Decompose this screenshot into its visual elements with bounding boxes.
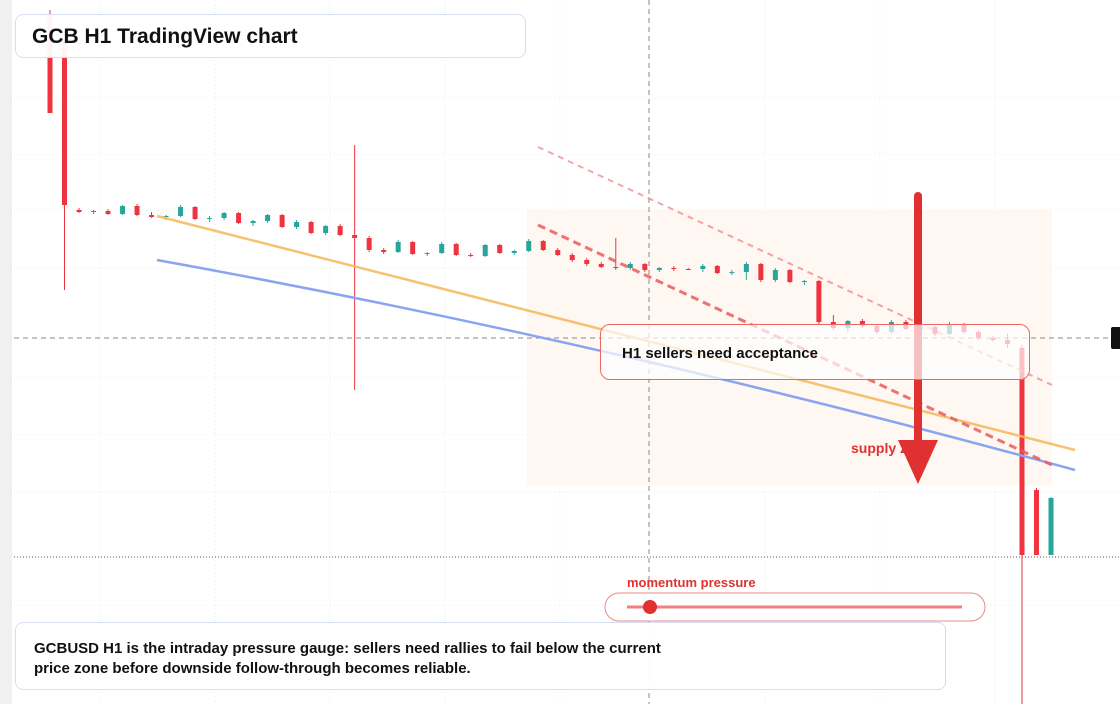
footer-note: GCBUSD H1 is the intraday pressure gauge… bbox=[15, 622, 946, 690]
candle-body bbox=[613, 267, 619, 268]
candle-body bbox=[743, 264, 749, 272]
candle-body bbox=[859, 321, 865, 326]
candle-body bbox=[76, 210, 82, 212]
left-edge bbox=[0, 0, 12, 704]
acceptance-callout: H1 sellers need acceptance bbox=[600, 324, 1030, 380]
candle-body bbox=[381, 250, 387, 252]
candle-body bbox=[685, 269, 691, 270]
gauge-label: momentum pressure bbox=[627, 575, 756, 590]
candle-body bbox=[816, 281, 822, 322]
candle-body bbox=[482, 245, 488, 256]
candle-body bbox=[265, 215, 271, 221]
candle-body bbox=[642, 264, 648, 270]
candle-body bbox=[772, 270, 778, 280]
candle-body bbox=[294, 222, 300, 227]
candle-body bbox=[468, 255, 474, 256]
candle-body bbox=[352, 235, 358, 238]
candle-body bbox=[656, 268, 662, 270]
price-badge bbox=[1111, 327, 1120, 349]
candle-body bbox=[526, 241, 532, 251]
candle-body bbox=[337, 226, 343, 235]
candle-body bbox=[410, 242, 416, 254]
candle-body bbox=[540, 241, 546, 250]
candle-body bbox=[163, 216, 169, 217]
candle-body bbox=[91, 211, 97, 212]
candle-body bbox=[207, 218, 213, 219]
candle-body bbox=[134, 206, 140, 215]
candle-body bbox=[105, 211, 111, 214]
candle-body bbox=[250, 221, 256, 223]
candle-body bbox=[584, 260, 590, 264]
candle-body bbox=[120, 206, 126, 214]
candle-body bbox=[511, 251, 517, 253]
candle-body bbox=[729, 272, 735, 273]
candle-body bbox=[424, 253, 430, 254]
candle-body bbox=[1033, 490, 1039, 555]
candle-body bbox=[714, 266, 720, 273]
gauge-dot bbox=[643, 600, 657, 614]
candle-body bbox=[149, 215, 155, 217]
candle-body bbox=[366, 238, 372, 250]
candle-body bbox=[497, 245, 503, 253]
title: GCB H1 TradingView chart bbox=[15, 14, 526, 58]
candle-body bbox=[192, 207, 198, 219]
candle-body bbox=[279, 215, 285, 227]
footer-text: GCBUSD H1 is the intraday pressure gauge… bbox=[34, 640, 661, 677]
candle-body bbox=[671, 268, 677, 269]
trend-dashed-lower bbox=[537, 223, 1053, 467]
candle-body bbox=[758, 264, 764, 280]
candle-body bbox=[221, 213, 227, 218]
candle-body bbox=[236, 213, 242, 223]
candle-body bbox=[47, 15, 53, 113]
candle-body bbox=[569, 255, 575, 260]
candle-body bbox=[787, 270, 793, 282]
candle-body bbox=[1048, 498, 1054, 555]
candle-body bbox=[801, 281, 807, 282]
candle-body bbox=[453, 244, 459, 255]
candle-body bbox=[700, 266, 706, 269]
candle-body bbox=[178, 207, 184, 216]
candle-body bbox=[395, 242, 401, 252]
candle-body bbox=[627, 264, 633, 268]
candle-body bbox=[308, 222, 314, 233]
arrow-head bbox=[898, 440, 938, 484]
candle-body bbox=[555, 250, 561, 255]
candle-body bbox=[62, 40, 68, 205]
candle-body bbox=[439, 244, 445, 253]
candle-body bbox=[598, 264, 604, 267]
candle-body bbox=[323, 226, 329, 233]
